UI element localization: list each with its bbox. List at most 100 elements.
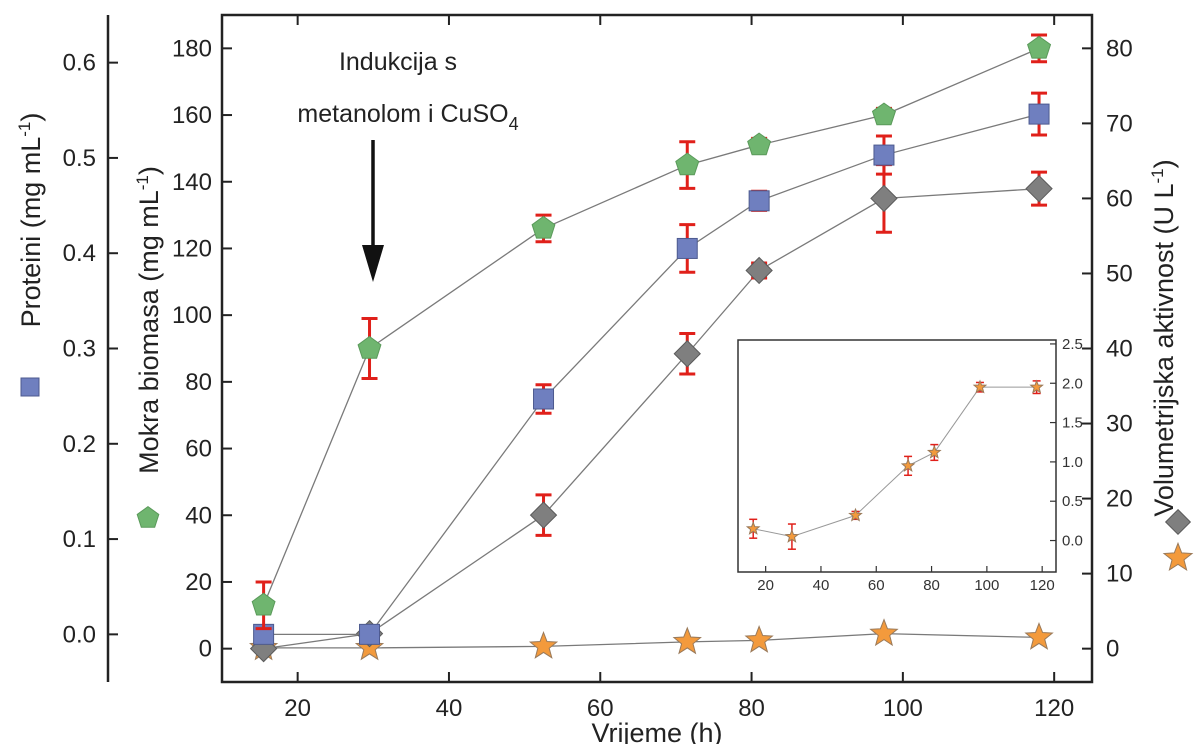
x-tick-label: 120 [1034,695,1074,722]
aktivnost-tick-label: 70 [1106,110,1133,137]
inset-y-tick-label: 2.0 [1062,375,1083,392]
inset-data-point [745,520,761,535]
proteini-tick-label: 0.4 [63,240,96,267]
inset-y-tick-label: 0.0 [1062,533,1083,550]
proteini-axis-title: Proteini (mg mL-1) [15,113,46,328]
aktivnost-axis-title: Volumetrijska aktivnost (U L-1) [1148,159,1179,516]
proteini-axis-title-part: ) [16,113,46,122]
biomasa-tick-label: 60 [185,436,212,463]
proteini-legend-square [20,377,40,397]
data-point [359,623,381,645]
data-point [1028,103,1050,125]
annotation-subscript: 4 [509,114,519,134]
biomasa-axis-title-part: ) [134,166,164,175]
aktivnost-tick-label: 10 [1106,561,1133,588]
aktivnost-axis-title-part: Volumetrijska aktivnost (U L [1149,184,1179,517]
inset-y-tick-label: 2.5 [1062,336,1083,353]
biomasa-tick-label: 120 [172,235,212,262]
aktivnost-tick-label: 60 [1106,185,1133,212]
biomasa-tick-label: 20 [185,569,212,596]
inset-x-tick-label: 40 [813,577,830,594]
data-point [251,592,276,616]
x-axis-title: Vrijeme (h) [591,718,722,744]
annotation-line2-main: metanolom i CuSO [297,100,508,128]
annotation-line2: metanolom i CuSO4 [297,100,518,134]
data-point [871,102,896,126]
biomasa-tick-label: 100 [172,302,212,329]
aktivnost-axis-title-part: ) [1149,159,1179,168]
data-point [744,625,774,653]
inset-y-tick-label: 1.0 [1062,454,1083,471]
inset-x-tick-label: 100 [974,577,999,594]
x-tick-label: 100 [883,695,923,722]
proteini-tick-label: 0.3 [63,336,96,363]
inset-x-tick-label: 120 [1030,577,1055,594]
data-point [529,501,558,529]
data-point [531,215,556,239]
inset-chart: 20 40 60 80 100 120 0.0 0.5 1.0 1.5 2.0 2.5 [737,336,1083,594]
inset-x-tick-label: 20 [757,577,774,594]
data-point [533,388,555,410]
data-point [1025,174,1053,203]
inset-data-point [784,528,800,543]
biomasa-axis-title-text: Mokra biomasa (mg mL-1) [133,166,164,474]
data-point [676,237,698,259]
biomasa-axis-title-part: Mokra biomasa (mg mL [134,190,164,474]
data-point [747,132,772,156]
data-point [1027,35,1052,59]
x-tick-label: 60 [587,695,614,722]
proteini-tick-label: 0.1 [63,526,96,553]
data-point [528,631,559,659]
biomasa-tick-label: 140 [172,169,212,196]
inset-y-tick-label: 1.5 [1062,415,1083,432]
biomasa-axis-title-sup: -1 [133,175,152,190]
aktivnost-tick-label: 0 [1106,636,1119,663]
proteini-tick-label: 0.6 [63,50,96,77]
induction-arrow-head [362,245,384,282]
biomasa-tick-label: 40 [185,502,212,529]
proteini-axis-title-part: Proteini (mg mL [16,137,46,328]
x-tick-label: 80 [738,695,765,722]
proteini-tick-label: 0.5 [63,145,96,172]
data-point [748,190,770,212]
aktivnost-legend-diamond [1164,508,1192,536]
aktivnost-tick-label: 30 [1106,411,1133,438]
inset-data-point [900,458,916,473]
proteini-tick-label: 0.0 [63,621,96,648]
data-point [675,152,700,176]
x-tick-label: 20 [284,695,311,722]
aktivnost-tick-label: 40 [1106,336,1133,363]
proteini-axis-title-text: Proteini (mg mL-1) [15,113,46,328]
data-point [357,335,382,359]
data-point [672,626,702,655]
aktivnost-tick-label: 20 [1106,486,1133,513]
aktivnost-tick-label: 50 [1106,260,1133,287]
biomasa-tick-label: 180 [172,35,212,62]
inset-y-tick-label: 0.5 [1062,493,1083,510]
inset-data-point [1029,379,1044,394]
aktivnost-axis-title-sup: -1 [1148,168,1167,183]
biomasa-tick-label: 80 [185,369,212,396]
biomasa-tick-label: 0 [199,636,212,663]
inset-x-tick-label: 60 [868,577,885,594]
biomasa-legend-pentagon [136,505,160,528]
proteini-axis-title-sup: -1 [15,122,34,137]
data-point [673,340,701,368]
x-tick-label: 40 [436,695,463,722]
inset-data-point [972,379,988,394]
annotation-line1: Indukcija s [339,48,457,76]
data-point [745,256,773,285]
data-point [869,618,899,647]
aktivnost-axis-title-text: Volumetrijska aktivnost (U L-1) [1148,159,1179,516]
series-square [253,91,1050,645]
biomasa-axis-title: Mokra biomasa (mg mL-1) [133,166,164,474]
biomasa-tick-label: 160 [172,102,212,129]
aktivnost-tick-label: 80 [1106,35,1133,62]
data-point [873,144,895,166]
data-point [1024,622,1054,650]
series-pentagon [251,33,1052,631]
inset-frame [737,339,1057,573]
aktivnost-legend-star [1162,541,1194,572]
inset-data-point [848,507,863,522]
